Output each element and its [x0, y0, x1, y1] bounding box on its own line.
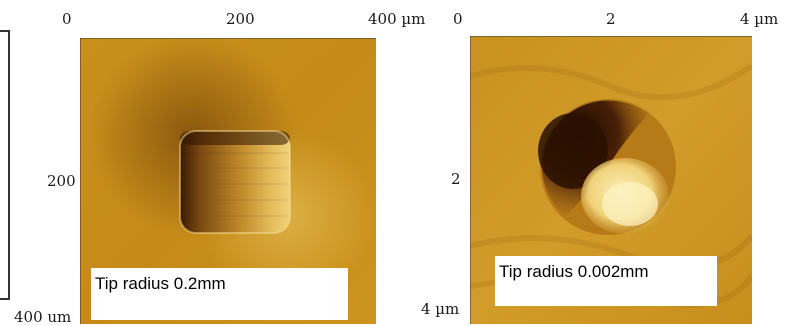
- left-x-tick-0: 0: [62, 10, 72, 28]
- right-y-tick-4: 4 µm: [421, 300, 460, 318]
- left-x-tick-400: 400 µm: [368, 10, 426, 28]
- left-y-tick-400: 400 um: [14, 308, 72, 326]
- right-x-tick-4: 4 µm: [740, 10, 779, 28]
- right-caption: Tip radius 0.002mm: [495, 256, 717, 306]
- right-y-tick-2: 2: [451, 170, 461, 188]
- left-afm-surface: [80, 38, 376, 324]
- right-x-tick-0: 0: [453, 10, 463, 28]
- left-y-tick-200: 200: [47, 172, 76, 190]
- scale-bar-left-edge: [0, 30, 10, 300]
- left-afm-image: [80, 38, 376, 324]
- left-x-tick-200: 200: [226, 10, 255, 28]
- left-caption: Tip radius 0.2mm: [91, 268, 348, 320]
- right-x-tick-2: 2: [606, 10, 616, 28]
